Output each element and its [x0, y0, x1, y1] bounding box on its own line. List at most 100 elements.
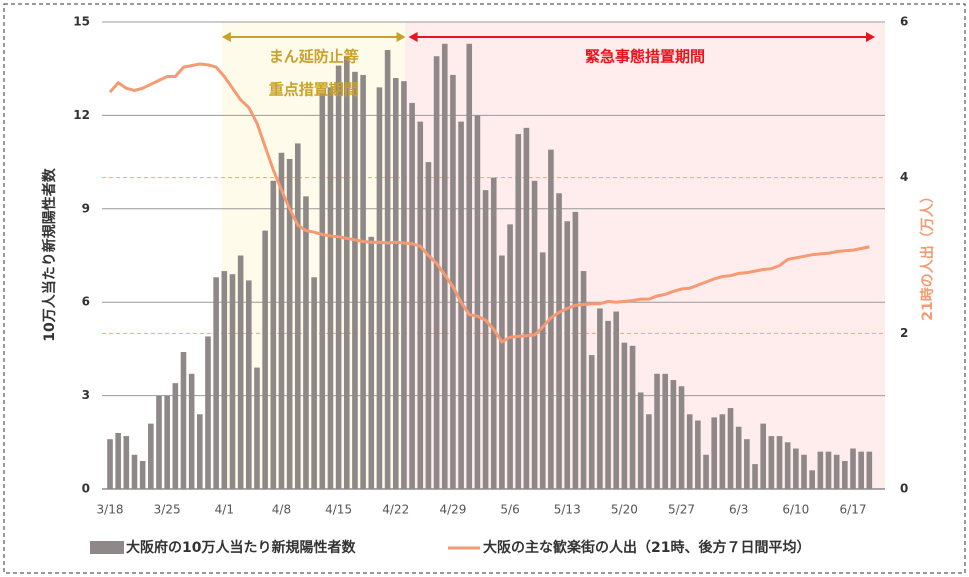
bar — [686, 414, 693, 489]
bar — [515, 134, 522, 489]
bar — [303, 196, 309, 489]
bar — [123, 436, 130, 489]
bar — [254, 367, 260, 489]
bar — [311, 277, 317, 489]
y-tick-label: 0 — [82, 482, 90, 496]
bar — [825, 451, 832, 489]
bar — [474, 115, 481, 490]
bar — [319, 93, 326, 490]
y2-tick-label: 2 — [900, 326, 908, 340]
bar — [148, 423, 154, 489]
x-tick-label: 4/1 — [215, 503, 234, 517]
x-tick-label: 4/29 — [439, 503, 466, 517]
bar — [188, 373, 195, 489]
bar — [711, 417, 717, 489]
bar — [278, 152, 285, 489]
arrow-head — [408, 32, 418, 42]
bar — [662, 373, 669, 489]
x-tick-label: 6/3 — [729, 503, 748, 517]
legend-swatch — [90, 541, 124, 554]
bar — [597, 308, 603, 489]
bar — [237, 255, 244, 489]
y-tick-label: 12 — [73, 108, 90, 122]
bar — [744, 439, 750, 489]
bar — [376, 87, 383, 489]
bar — [294, 143, 301, 490]
legend-label: 大阪の主な歓楽街の人出（21時、後方７日間平均） — [483, 539, 810, 556]
bar — [760, 423, 766, 489]
bar — [180, 352, 187, 489]
bar — [433, 56, 440, 489]
bar — [523, 127, 530, 489]
bar — [727, 408, 734, 489]
bar — [197, 414, 203, 489]
arrow-head — [221, 32, 231, 42]
bar — [507, 224, 513, 489]
bar — [654, 373, 660, 489]
bar — [670, 380, 677, 489]
x-tick-label: 5/6 — [500, 503, 519, 517]
bar — [246, 280, 252, 489]
y-tick-label: 9 — [82, 201, 90, 215]
x-tick-label: 5/13 — [554, 503, 581, 517]
bar — [286, 158, 293, 489]
arrow-head — [866, 32, 875, 42]
bar — [605, 320, 611, 489]
x-tick-label: 6/17 — [840, 503, 867, 517]
bar — [156, 395, 162, 489]
bar — [752, 464, 758, 489]
bar — [629, 345, 636, 489]
y-tick-label: 3 — [82, 388, 90, 402]
bar — [678, 386, 685, 489]
x-tick-label: 5/20 — [611, 503, 638, 517]
x-tick-label: 3/25 — [154, 503, 181, 517]
bar — [392, 78, 399, 489]
bar — [842, 460, 848, 489]
bar — [572, 211, 579, 489]
bar — [107, 439, 113, 489]
y-tick-label: 6 — [82, 295, 90, 309]
bar — [360, 74, 366, 489]
bar — [172, 383, 179, 489]
bar — [564, 221, 571, 489]
x-tick-label: 4/8 — [272, 503, 291, 517]
bar — [229, 274, 236, 489]
bar — [450, 74, 456, 489]
bar — [809, 470, 815, 489]
frame — [3, 3, 966, 574]
bar — [131, 454, 138, 489]
bar — [490, 177, 497, 489]
annotation: 重点措置期間 — [269, 81, 359, 99]
bar — [801, 454, 807, 489]
y2-tick-label: 6 — [900, 15, 908, 29]
bar — [441, 43, 448, 489]
bar — [613, 311, 620, 489]
legend-label: 大阪府の10万人当たり新規陽性者数 — [126, 539, 356, 556]
bar — [221, 271, 228, 489]
bar — [850, 448, 856, 489]
y2-axis-title: 21時の人出（万人） — [919, 189, 936, 320]
bar — [703, 454, 709, 489]
bar — [621, 342, 628, 489]
bar — [580, 271, 587, 489]
bar — [384, 50, 391, 490]
bar — [401, 81, 407, 490]
bar — [588, 355, 595, 489]
y2-tick-label: 0 — [900, 482, 908, 496]
bar — [482, 190, 489, 489]
bar — [343, 56, 350, 489]
bar — [425, 162, 432, 489]
bar — [719, 414, 726, 489]
bar — [768, 436, 775, 489]
bar — [409, 102, 415, 490]
bar — [735, 426, 742, 489]
bar — [637, 392, 644, 489]
bar — [793, 448, 799, 489]
bar — [262, 230, 268, 490]
x-tick-label: 4/22 — [382, 503, 409, 517]
y-axis-title: 10万人当たり新規陽性者数 — [41, 167, 58, 341]
bar — [213, 277, 219, 489]
bar — [327, 87, 334, 489]
y-tick-label: 15 — [73, 15, 90, 29]
